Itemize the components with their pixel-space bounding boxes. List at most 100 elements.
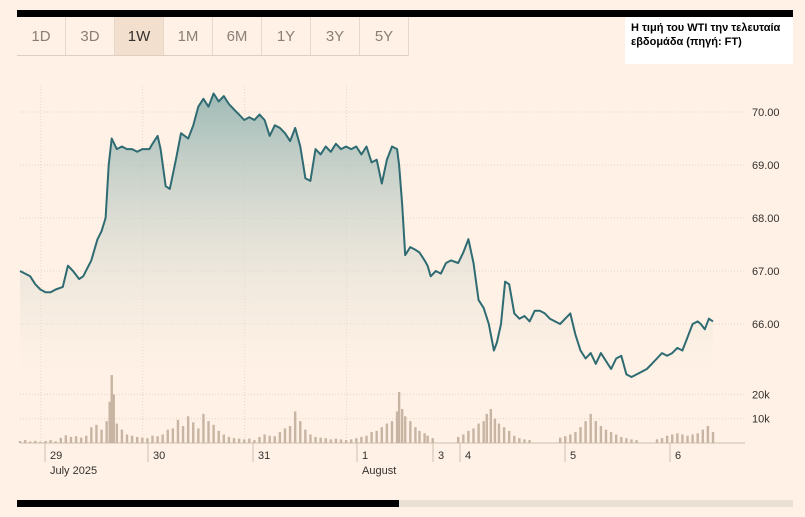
x-tick-label: 29: [50, 450, 62, 462]
volume-bar: [365, 435, 368, 443]
volume-bar: [671, 434, 674, 443]
x-month-label: August: [362, 465, 396, 477]
volume-bar: [95, 424, 98, 443]
volume-bar: [625, 438, 628, 443]
range-tab-3d[interactable]: 3D: [66, 17, 115, 55]
volume-bar: [135, 436, 139, 443]
scroll-track[interactable]: [17, 500, 793, 507]
volume-bar: [431, 438, 434, 443]
volume-bar: [635, 440, 638, 443]
volume-bar: [39, 441, 42, 443]
volume-bar: [146, 438, 149, 443]
volume-bar: [232, 438, 236, 443]
volume-bar: [589, 413, 592, 443]
range-tab-1d[interactable]: 1D: [17, 17, 66, 55]
volume-bar: [462, 434, 465, 443]
volume-bar: [243, 439, 246, 443]
volume-bar: [288, 426, 292, 443]
scroll-thumb[interactable]: [17, 500, 399, 507]
volume-bar: [569, 434, 572, 443]
volume-bar: [711, 432, 715, 443]
price-line: [19, 92, 714, 378]
volume-bar: [604, 429, 608, 443]
volume-bar: [380, 427, 383, 443]
volume-bar: [594, 421, 598, 443]
volume-bar: [110, 375, 113, 443]
range-tab-5y[interactable]: 5Y: [360, 17, 409, 55]
volume-bar: [681, 434, 684, 443]
volume-bar: [192, 422, 195, 443]
volume-bar: [665, 435, 669, 443]
x-month-label: July 2025: [50, 465, 97, 477]
volume-bar: [197, 428, 200, 443]
range-tab-1m[interactable]: 1M: [164, 17, 213, 55]
volume-bar: [502, 427, 506, 443]
volume-bar: [691, 434, 694, 443]
volume-bar: [100, 429, 103, 443]
volume-bar: [518, 438, 521, 443]
range-tabs: 1D 3D 1W 1M 6M 1Y 3Y 5Y: [17, 17, 409, 56]
volume-bar: [186, 416, 190, 443]
price-tick-label: 70.00: [752, 107, 780, 119]
volume-bar: [686, 435, 689, 443]
volume-bar: [375, 430, 378, 443]
range-tab-1w[interactable]: 1W: [115, 17, 164, 55]
volume-bar: [171, 428, 175, 443]
volume-bar: [493, 418, 497, 443]
volume-bar: [212, 424, 215, 443]
volume-bar: [283, 428, 287, 443]
volume-bar: [304, 429, 307, 443]
volume-bar: [385, 423, 389, 443]
volume-bar: [85, 435, 88, 443]
volume-bar: [23, 440, 27, 443]
volume-bar: [115, 423, 119, 443]
volume-bar: [370, 432, 373, 443]
volume-bar: [523, 439, 526, 443]
volume-bar: [108, 401, 111, 443]
volume-bar: [141, 437, 144, 443]
x-tick-label: 5: [570, 450, 576, 462]
volume-bar: [472, 428, 475, 443]
volume-bar: [609, 432, 613, 443]
volume-bar: [268, 435, 271, 443]
volume-bar: [395, 411, 399, 443]
volume-bar: [90, 427, 93, 443]
volume-bar: [558, 437, 562, 443]
volume-bar: [258, 436, 261, 443]
volume-bar: [74, 436, 78, 443]
volume-bar: [112, 394, 115, 443]
volume-bar: [489, 409, 493, 443]
volume-bar: [614, 434, 618, 443]
range-tab-1y[interactable]: 1Y: [262, 17, 311, 55]
volume-bar: [655, 439, 659, 443]
volume-bar: [217, 430, 220, 443]
volume-bar: [324, 438, 327, 443]
volume-bar: [482, 421, 485, 443]
volume-bar: [237, 438, 241, 443]
volume-bar: [176, 419, 180, 443]
volume-bar: [120, 429, 124, 443]
chart-caption: Η τιμή του WTI την τελευταία εβδομάδα (π…: [625, 17, 793, 64]
volume-bar: [202, 413, 205, 443]
volume-bar: [166, 429, 169, 443]
volume-bar: [507, 430, 511, 443]
volume-bar: [350, 439, 353, 443]
volume-bar: [34, 440, 37, 443]
volume-bar: [528, 440, 531, 443]
volume-bar: [344, 440, 348, 443]
volume-bar: [334, 438, 338, 443]
volume-bar: [278, 432, 282, 443]
volume-bar: [54, 441, 57, 443]
range-tab-3y[interactable]: 3Y: [311, 17, 360, 55]
volume-bar: [248, 438, 251, 443]
volume-bar: [630, 439, 633, 443]
volume-bar: [125, 434, 129, 443]
range-tab-6m[interactable]: 6M: [213, 17, 262, 55]
volume-bar: [329, 439, 333, 443]
volume-bar: [263, 434, 266, 443]
volume-bar: [130, 435, 134, 443]
volume-bar: [339, 439, 343, 443]
volume-bar: [423, 433, 426, 443]
volume-bar: [49, 440, 52, 443]
volume-bar: [426, 435, 429, 443]
